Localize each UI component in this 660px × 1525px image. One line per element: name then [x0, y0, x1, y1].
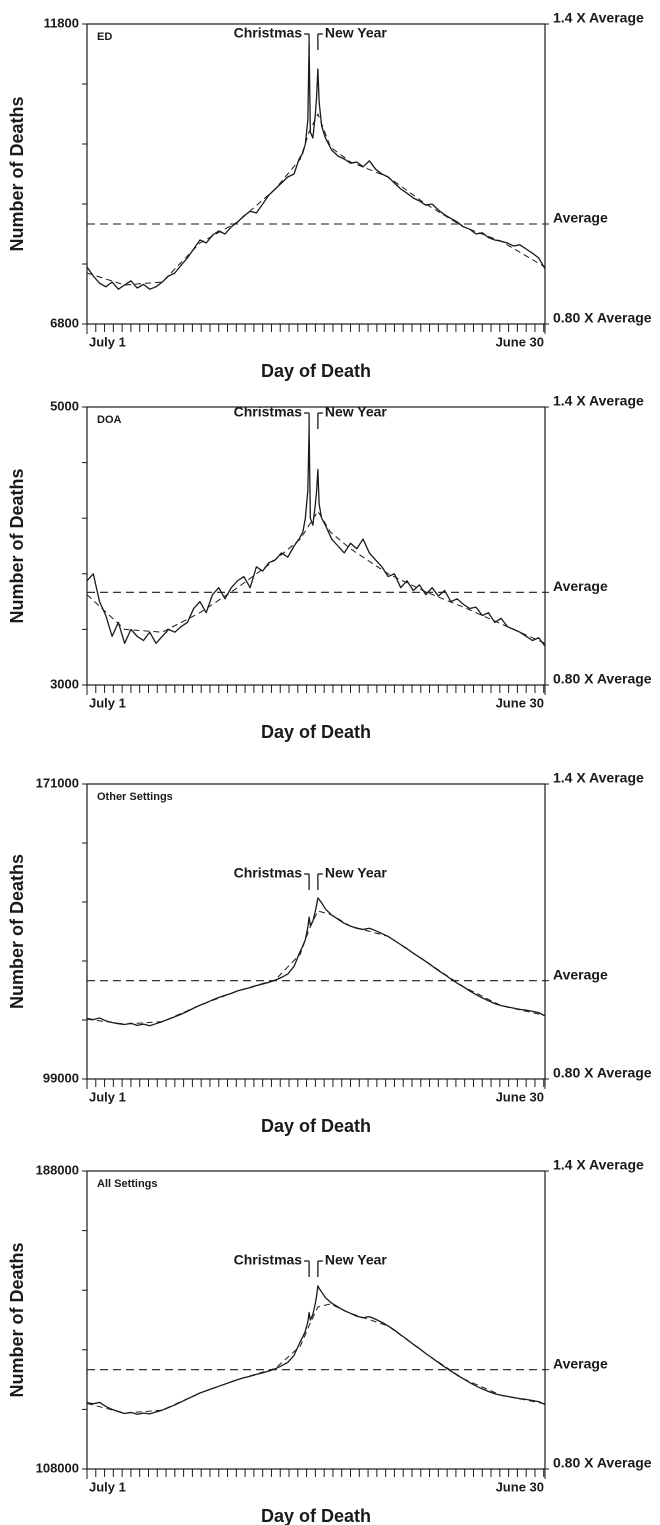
y2-tick-label: 1.4 X Average	[553, 393, 644, 409]
x-tick-label: July 1	[89, 1479, 126, 1494]
y2-tick-label: Average	[553, 578, 608, 594]
y-axis-title: Number of Deaths	[7, 854, 27, 1009]
x-tick-label: June 30	[496, 1479, 544, 1494]
y-tick-label: 171000	[36, 775, 79, 790]
x-axis-title: Day of Death	[261, 1506, 371, 1525]
y-tick-label: 6800	[50, 315, 79, 330]
trend-line	[86, 113, 546, 286]
annotation: Christmas	[234, 865, 303, 881]
plot-frame	[86, 23, 546, 325]
panel-label: DOA	[97, 414, 122, 426]
y2-tick-label: 1.4 X Average	[553, 10, 644, 26]
y2-tick-label: Average	[553, 1355, 608, 1371]
x-tick-label: June 30	[496, 334, 544, 349]
y2-tick-label: 0.80 X Average	[553, 1065, 652, 1081]
panel: Other Settings 99000 171000 July 1 June 30 0.…	[7, 770, 652, 1136]
x-tick-label: June 30	[496, 695, 544, 710]
y2-tick-label: Average	[553, 210, 608, 226]
x-tick-label: July 1	[89, 1089, 126, 1104]
annotation: New Year	[325, 25, 388, 41]
panel: ED 6800 11800 July 1 June 30 0.80 X Average Av…	[7, 10, 652, 381]
plot-frame	[86, 1170, 546, 1470]
y-axis-title: Number of Deaths	[7, 468, 27, 623]
x-tick-label: June 30	[496, 1089, 544, 1104]
trend-line	[86, 910, 546, 1025]
y-tick-label: 99000	[43, 1070, 79, 1085]
y-tick-label: 188000	[36, 1162, 79, 1177]
annotation: New Year	[325, 404, 388, 420]
panel: DOA 3000 5000 July 1 June 30 0.80 X Average Av…	[7, 393, 652, 742]
panel-label: ED	[97, 31, 112, 43]
y-tick-label: 3000	[50, 676, 79, 691]
x-axis-title: Day of Death	[261, 722, 371, 742]
y-tick-label: 5000	[50, 398, 79, 413]
annotation: New Year	[325, 1252, 388, 1268]
trend-line	[86, 510, 546, 644]
y2-tick-label: Average	[553, 966, 608, 982]
x-axis-title: Day of Death	[261, 361, 371, 381]
plot-frame	[86, 406, 546, 686]
y2-tick-label: 1.4 X Average	[553, 1157, 644, 1173]
data-line	[86, 1285, 546, 1415]
annotation: Christmas	[234, 404, 303, 420]
y-axis-title: Number of Deaths	[7, 96, 27, 251]
panel-label: All Settings	[97, 1178, 158, 1190]
annotation: Christmas	[234, 25, 303, 41]
panel: All Settings 108000 188000 July 1 June 30 0.8…	[7, 1157, 652, 1525]
y-tick-label: 11800	[44, 15, 79, 30]
trend-line	[86, 1303, 546, 1414]
annotation: Christmas	[234, 1252, 303, 1268]
y2-tick-label: 1.4 X Average	[553, 770, 644, 786]
y2-tick-label: 0.80 X Average	[553, 1455, 652, 1471]
y-axis-title: Number of Deaths	[7, 1242, 27, 1397]
y2-tick-label: 0.80 X Average	[553, 310, 652, 326]
x-axis-title: Day of Death	[261, 1116, 371, 1136]
x-tick-label: July 1	[89, 695, 126, 710]
y2-tick-label: 0.80 X Average	[553, 671, 652, 687]
y-tick-label: 108000	[36, 1460, 79, 1475]
data-line	[86, 427, 546, 647]
panel-label: Other Settings	[97, 791, 173, 803]
data-line	[86, 44, 546, 290]
annotation: New Year	[325, 865, 388, 881]
x-tick-label: July 1	[89, 334, 126, 349]
data-line	[86, 897, 546, 1027]
plot-frame	[86, 783, 546, 1080]
